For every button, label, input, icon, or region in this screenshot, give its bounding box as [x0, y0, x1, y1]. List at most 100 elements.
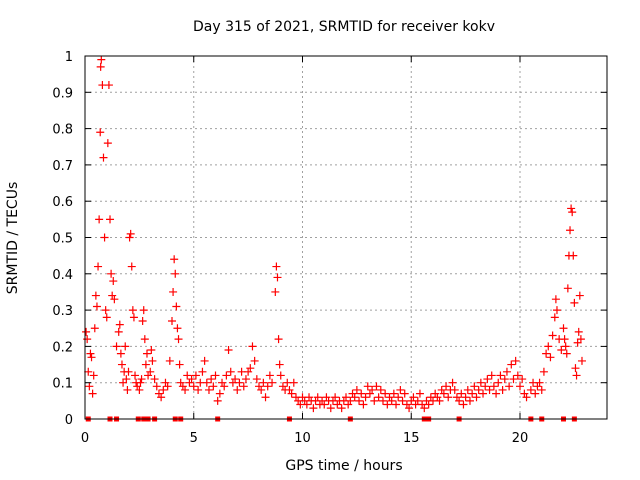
- data-point: [392, 400, 401, 409]
- data-point: [309, 404, 318, 413]
- data-point: [444, 393, 453, 402]
- data-point: [352, 385, 361, 394]
- data-point: [97, 55, 106, 64]
- x-tick-label: 15: [403, 431, 420, 446]
- data-point: [333, 400, 342, 409]
- data-point: [257, 385, 266, 394]
- data-point: [513, 371, 522, 380]
- data-point: [150, 375, 159, 384]
- data-point: [107, 269, 116, 278]
- data-point: [220, 382, 229, 391]
- data-point: [241, 375, 250, 384]
- data-point: [476, 378, 485, 387]
- data-point: [181, 385, 190, 394]
- data-points: [82, 55, 586, 413]
- y-tick-label: 0.2: [52, 340, 73, 355]
- data-point: [128, 306, 137, 315]
- data-point: [194, 385, 203, 394]
- data-point: [562, 349, 571, 358]
- data-point: [448, 378, 457, 387]
- data-point: [305, 393, 314, 402]
- data-point: [479, 389, 488, 398]
- data-point: [394, 393, 403, 402]
- data-point: [533, 382, 542, 391]
- data-point: [114, 327, 123, 336]
- data-point: [112, 342, 121, 351]
- data-point: [218, 378, 227, 387]
- data-point: [96, 128, 105, 137]
- data-point: [124, 367, 133, 376]
- data-point: [455, 396, 464, 405]
- data-point: [144, 371, 153, 380]
- data-point: [557, 346, 566, 355]
- data-point: [546, 353, 555, 362]
- data-point: [450, 385, 459, 394]
- data-point: [110, 295, 119, 304]
- data-point: [435, 396, 444, 405]
- y-tick-label: 0.1: [52, 377, 73, 392]
- data-point: [131, 371, 140, 380]
- data-point: [357, 389, 366, 398]
- data-point: [239, 382, 248, 391]
- data-point: [522, 393, 531, 402]
- data-point: [575, 291, 584, 300]
- data-point: [561, 342, 570, 351]
- data-point: [125, 233, 134, 242]
- data-point: [457, 389, 466, 398]
- data-point: [500, 375, 509, 384]
- data-point: [126, 229, 135, 238]
- data-point: [122, 375, 131, 384]
- data-point: [185, 378, 194, 387]
- data-point: [552, 306, 561, 315]
- data-point: [350, 393, 359, 402]
- data-point: [302, 400, 311, 409]
- data-point: [576, 335, 585, 344]
- data-point: [468, 389, 477, 398]
- data-point: [481, 382, 490, 391]
- data-point: [569, 251, 578, 260]
- data-point: [244, 367, 253, 376]
- data-point: [127, 262, 136, 271]
- data-point: [200, 356, 209, 365]
- data-point: [224, 346, 233, 355]
- data-point: [250, 356, 259, 365]
- y-tick-label: 1: [65, 50, 73, 65]
- data-point: [396, 385, 405, 394]
- data-point: [100, 233, 109, 242]
- data-point: [215, 389, 224, 398]
- data-point: [424, 400, 433, 409]
- y-tick-label: 0.4: [52, 268, 73, 283]
- data-point: [378, 396, 387, 405]
- data-point: [370, 396, 379, 405]
- data-point: [442, 382, 451, 391]
- data-point: [142, 349, 151, 358]
- data-point: [535, 378, 544, 387]
- data-point: [537, 385, 546, 394]
- data-point: [183, 371, 192, 380]
- data-point: [559, 324, 568, 333]
- data-point: [548, 331, 557, 340]
- x-tick-labels: 0 5 10 15 20: [81, 431, 528, 446]
- data-point: [108, 291, 117, 300]
- data-point: [261, 393, 270, 402]
- data-point: [278, 382, 287, 391]
- data-point: [494, 378, 503, 387]
- data-point: [275, 360, 284, 369]
- data-point: [274, 335, 283, 344]
- data-point: [437, 385, 446, 394]
- data-point: [433, 393, 442, 402]
- data-point: [152, 382, 161, 391]
- data-point: [571, 364, 580, 373]
- data-point: [135, 385, 144, 394]
- data-point: [259, 378, 268, 387]
- data-point: [86, 349, 95, 358]
- data-point: [84, 367, 93, 376]
- data-point: [138, 316, 147, 325]
- data-point: [431, 389, 440, 398]
- data-point: [147, 346, 156, 355]
- y-tick-label: 0.3: [52, 304, 73, 319]
- data-point: [82, 327, 91, 336]
- data-point: [361, 393, 370, 402]
- data-point: [129, 313, 138, 322]
- data-point: [285, 385, 294, 394]
